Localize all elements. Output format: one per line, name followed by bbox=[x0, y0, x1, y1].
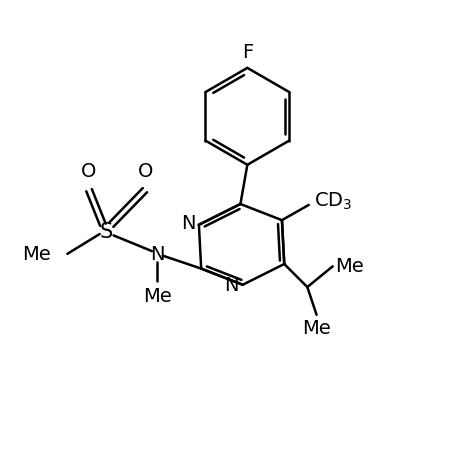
Text: CD$_3$: CD$_3$ bbox=[314, 191, 353, 212]
Text: Me: Me bbox=[22, 245, 51, 264]
Text: Me: Me bbox=[143, 287, 172, 306]
Text: Me: Me bbox=[335, 257, 364, 276]
Text: O: O bbox=[80, 162, 96, 181]
Text: O: O bbox=[138, 162, 154, 181]
Text: Me: Me bbox=[302, 319, 331, 338]
Text: F: F bbox=[242, 44, 253, 62]
Text: S: S bbox=[100, 222, 113, 241]
Text: N: N bbox=[181, 214, 195, 234]
Text: N: N bbox=[225, 276, 239, 295]
Text: N: N bbox=[150, 245, 164, 264]
